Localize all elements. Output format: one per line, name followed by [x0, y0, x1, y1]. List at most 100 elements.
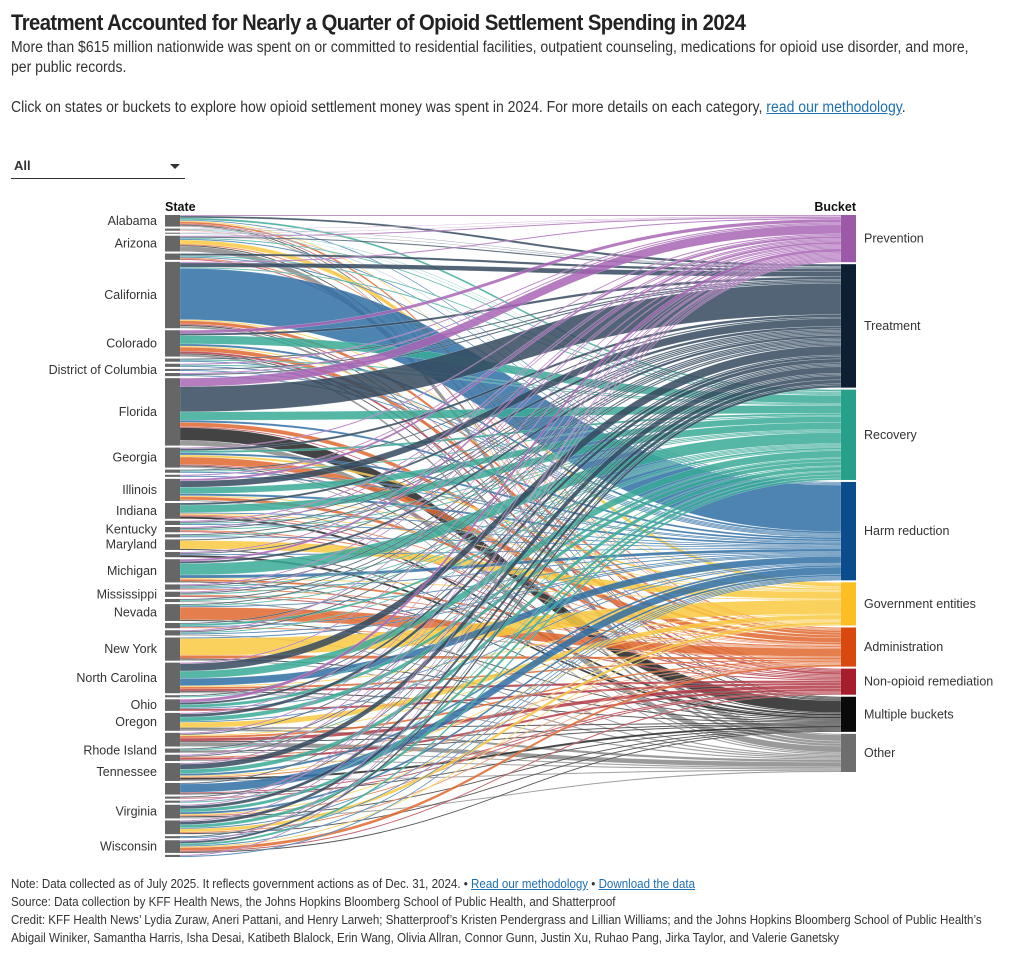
download-data-link[interactable]: Download the data — [598, 876, 696, 891]
state-label[interactable]: California — [104, 288, 157, 302]
bucket-node[interactable] — [841, 582, 856, 626]
state-node[interactable] — [165, 763, 180, 781]
state-node[interactable] — [165, 695, 180, 698]
state-node[interactable] — [165, 699, 180, 711]
state-label[interactable]: Ohio — [131, 698, 157, 712]
state-node[interactable] — [165, 840, 180, 853]
state-node[interactable] — [165, 782, 180, 795]
state-node[interactable] — [165, 469, 180, 473]
state-node[interactable] — [165, 820, 180, 835]
flow-link[interactable] — [179, 477, 842, 846]
state-node[interactable] — [165, 800, 180, 803]
state-node[interactable] — [165, 215, 180, 227]
state-node[interactable] — [165, 584, 180, 590]
sankey-chart: State Bucket Alabama Arizona California Col… — [49, 200, 993, 858]
state-node[interactable] — [165, 363, 180, 367]
state-node[interactable] — [165, 520, 180, 525]
state-node[interactable] — [165, 447, 180, 468]
footer-methodology-link[interactable]: Read our methodology — [471, 876, 589, 891]
state-node[interactable] — [165, 754, 180, 762]
bucket-label[interactable]: Administration — [864, 640, 943, 654]
state-label[interactable]: New York — [104, 642, 158, 656]
flow-link[interactable] — [179, 624, 842, 848]
state-node[interactable] — [165, 591, 180, 597]
state-node[interactable] — [165, 368, 180, 371]
state-label[interactable]: Tennessee — [97, 765, 158, 779]
bucket-label[interactable]: Treatment — [864, 319, 921, 333]
bucket-label[interactable]: Harm reduction — [864, 524, 949, 538]
state-label[interactable]: North Carolina — [76, 671, 157, 685]
flow-link[interactable] — [179, 384, 842, 844]
state-node[interactable] — [165, 228, 180, 231]
state-label[interactable]: Maryland — [106, 538, 157, 552]
state-node[interactable] — [165, 604, 180, 621]
state-node[interactable] — [165, 232, 180, 234]
state-node[interactable] — [165, 330, 180, 357]
state-label[interactable]: Florida — [119, 405, 157, 419]
state-label[interactable]: Alabama — [108, 214, 157, 228]
state-label[interactable]: Illinois — [122, 483, 157, 497]
state-label[interactable]: District of Columbia — [49, 363, 157, 377]
state-node[interactable] — [165, 474, 180, 477]
bucket-label[interactable]: Other — [864, 746, 895, 760]
state-node[interactable] — [165, 539, 180, 550]
state-label[interactable]: Wisconsin — [100, 840, 157, 854]
state-node[interactable] — [165, 358, 180, 362]
state-label[interactable]: Virginia — [116, 805, 158, 819]
state-node[interactable] — [165, 598, 180, 603]
bucket-label[interactable]: Non-opioid remediation — [864, 675, 993, 689]
state-label[interactable]: Kentucky — [106, 523, 158, 537]
state-label[interactable]: Nevada — [114, 606, 157, 620]
state-node[interactable] — [165, 630, 180, 636]
state-node[interactable] — [165, 712, 180, 731]
state-label[interactable]: Indiana — [116, 504, 157, 518]
state-node[interactable] — [165, 373, 180, 377]
bucket-label[interactable]: Recovery — [864, 428, 918, 442]
bucket-label[interactable]: Prevention — [864, 232, 924, 246]
state-node[interactable] — [165, 502, 180, 519]
flow-link[interactable] — [179, 214, 842, 217]
state-label[interactable]: Georgia — [113, 451, 158, 465]
bucket-node[interactable] — [841, 389, 856, 480]
bucket-node[interactable] — [841, 696, 856, 732]
bucket-label[interactable]: Government entities — [864, 597, 976, 611]
state-label[interactable]: Michigan — [107, 564, 157, 578]
state-node[interactable] — [165, 559, 180, 583]
state-node[interactable] — [165, 253, 180, 260]
state-label[interactable]: Mississippi — [97, 587, 157, 601]
state-node[interactable] — [165, 854, 180, 857]
state-label[interactable]: Rhode Island — [83, 744, 157, 758]
state-node[interactable] — [165, 235, 180, 252]
state-node[interactable] — [165, 478, 180, 501]
bucket-node[interactable] — [841, 627, 856, 667]
state-label[interactable]: Oregon — [115, 715, 157, 729]
state-node[interactable] — [165, 748, 180, 753]
state-node[interactable] — [165, 796, 180, 799]
state-node[interactable] — [165, 804, 180, 819]
bucket-node[interactable] — [841, 668, 856, 695]
flow-link[interactable] — [179, 260, 842, 857]
chevron-down-icon — [170, 164, 180, 169]
state-node[interactable] — [165, 836, 180, 839]
source-header: State — [165, 200, 196, 214]
state-filter-dropdown[interactable]: All — [11, 156, 185, 179]
state-node[interactable] — [165, 662, 180, 694]
state-node[interactable] — [165, 261, 180, 329]
state-node[interactable] — [165, 527, 180, 533]
state-label[interactable]: Colorado — [106, 336, 157, 350]
state-node[interactable] — [165, 622, 180, 629]
bucket-node[interactable] — [841, 215, 856, 263]
bucket-node[interactable] — [841, 481, 856, 581]
instructions-text: Click on states or buckets to explore ho… — [11, 99, 767, 116]
state-node[interactable] — [165, 637, 180, 661]
bucket-label[interactable]: Multiple buckets — [864, 707, 954, 721]
methodology-link[interactable]: read our methodology — [766, 99, 902, 116]
state-label[interactable]: Arizona — [115, 237, 157, 251]
state-node[interactable] — [165, 732, 180, 747]
state-node[interactable] — [165, 378, 180, 446]
state-node[interactable] — [165, 534, 180, 538]
flow-link[interactable] — [179, 664, 842, 851]
bucket-node[interactable] — [841, 733, 856, 772]
state-node[interactable] — [165, 551, 180, 558]
bucket-node[interactable] — [841, 264, 856, 388]
